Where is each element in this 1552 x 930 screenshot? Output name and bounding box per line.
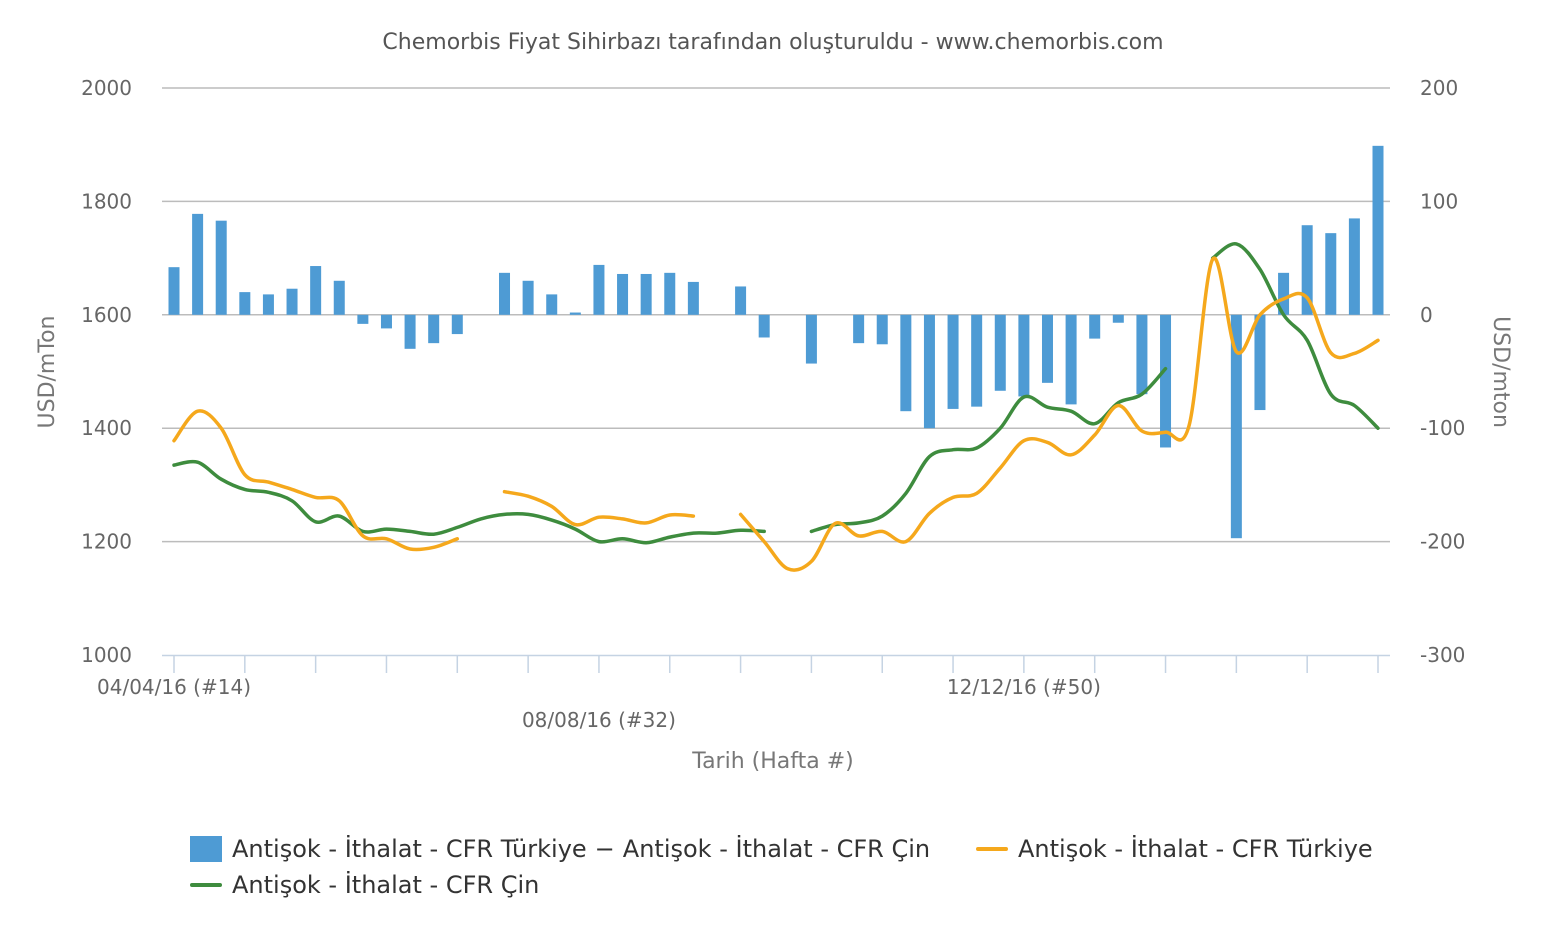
x-tick-label: 08/08/16 (#32) [522,708,676,732]
bar [1348,218,1360,315]
bar [239,292,251,315]
bar [569,312,581,315]
axes: 2000180016001400120010002001000-100-200-… [81,76,1465,732]
x-tick-label: 12/12/16 (#50) [947,675,1101,699]
bar [617,273,629,315]
y-right-tick-label: -100 [1420,416,1465,440]
bar [1089,314,1101,339]
legend-item-difference[interactable]: Antişok - İthalat - CFR Türkiye − Antişo… [190,835,930,863]
bar [664,272,676,315]
bar [1018,314,1030,397]
bar [971,314,983,407]
y-axis-left-title: USD/mTon [35,316,60,429]
x-axis-title: Tarih (Hafta #) [691,749,853,774]
y-left-tick-label: 1200 [81,530,132,554]
bar [994,314,1006,391]
bar [215,220,227,315]
bar [1254,314,1266,411]
bar [357,314,369,324]
chart-title: Chemorbis Fiyat Sihirbazı tarafından olu… [382,30,1163,55]
line-turkey [502,489,696,527]
bar [876,314,888,345]
bar [380,314,392,329]
bar [333,280,345,315]
bar [1041,314,1053,383]
y-right-tick-label: 200 [1420,76,1458,100]
bar [1372,145,1384,315]
bar [1230,314,1242,539]
bar [1301,225,1313,315]
y-right-tick-label: 0 [1420,303,1433,327]
bar [1136,314,1148,395]
line-china [809,366,1168,534]
bar [640,273,652,315]
bar [286,288,298,315]
y-axis-right-title: USD/mton [1488,316,1513,428]
legend-bar-swatch [190,836,222,862]
bar [310,266,322,315]
bar [593,264,605,315]
x-tick-label: 04/04/16 (#14) [97,675,251,699]
legend-turkey-swatch [976,847,1008,851]
bar [1325,233,1337,315]
legend-item-china[interactable]: Antişok - İthalat - CFR Çin [190,871,539,899]
y-left-tick-label: 1800 [81,189,132,213]
y-right-tick-label: -200 [1420,530,1465,554]
bar [522,280,534,315]
bar [1278,272,1290,315]
legend-label-bar: Antişok - İthalat - CFR Türkiye [232,835,587,863]
bar-series [168,145,1384,539]
y-left-tick-label: 1600 [81,303,132,327]
bar [687,281,699,315]
bar [499,272,511,315]
bar [923,314,935,429]
bar [451,314,463,335]
bar [428,314,440,344]
legend-minus: − [594,835,615,863]
legend-label-china: Antişok - İthalat - CFR Çin [232,871,540,899]
bar [1112,314,1124,323]
line-turkey [172,409,460,552]
legend-label-bar-2: Antişok - İthalat - CFR Çin [622,835,931,863]
bar [1160,314,1172,448]
gridlines [162,87,1390,543]
bar [735,286,747,315]
y-left-tick-label: 2000 [81,76,132,100]
line-turkey [738,256,1380,572]
legend-china-swatch [190,883,222,887]
bar [758,314,770,338]
bar [1065,314,1077,405]
line-china [1210,242,1380,430]
bar [853,314,865,344]
bar [404,314,416,349]
line-china [172,459,766,545]
bar [192,213,204,315]
bar [168,267,180,315]
legend-label-turkey: Antişok - İthalat - CFR Türkiye [1018,835,1373,863]
bar [947,314,959,409]
y-left-tick-label: 1000 [81,643,132,667]
legend-item-turkey[interactable]: Antişok - İthalat - CFR Türkiye [976,835,1373,863]
bar [900,314,912,412]
bar [805,314,817,364]
y-left-tick-label: 1400 [81,416,132,440]
bar [262,294,274,315]
y-right-tick-label: -300 [1420,643,1465,667]
y-right-tick-label: 100 [1420,189,1458,213]
line-series [172,242,1380,572]
bar [546,294,558,315]
